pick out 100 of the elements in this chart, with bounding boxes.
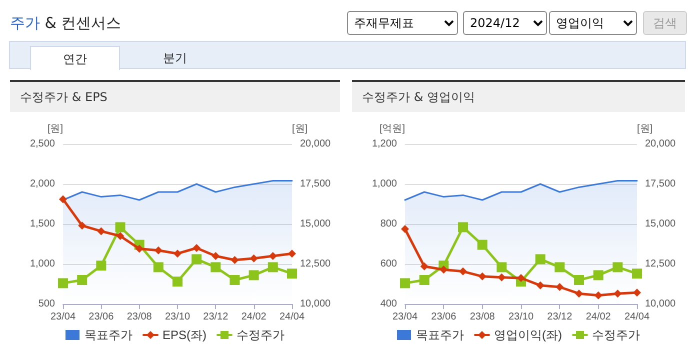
x-tick-label: 23/10 [164, 312, 190, 322]
y2-tick-label: 12,500 [300, 258, 332, 270]
x-tick-label: 23/08 [126, 312, 152, 322]
point [612, 262, 623, 272]
x-tick-label: 23/06 [431, 312, 457, 322]
y2-tick-label: 15,000 [645, 218, 676, 230]
point [498, 273, 506, 282]
point [496, 262, 507, 272]
point [97, 227, 106, 236]
point [268, 252, 277, 260]
y-tick-label: 1,000 [30, 258, 56, 270]
point [115, 222, 126, 232]
y2-axis-title: [원] [292, 124, 308, 134]
point [593, 270, 604, 280]
point [614, 290, 622, 298]
point [554, 262, 565, 272]
point [517, 274, 525, 282]
point [594, 291, 602, 300]
chart-title: 수정주가 & EPS [10, 80, 340, 112]
point [287, 268, 297, 279]
point [633, 288, 641, 297]
y2-axis-title: [원] [637, 124, 653, 134]
legend-label: 목표주가 [416, 328, 464, 342]
text: 영업이익 [549, 11, 637, 35]
y-tick-label: 1,200 [372, 138, 398, 150]
text: 2024/12 [463, 11, 547, 35]
y-tick-label: 600 [380, 258, 398, 270]
y-tick-label: 1,500 [30, 218, 56, 230]
point [210, 262, 221, 272]
point [458, 222, 468, 232]
x-tick-label: 23/10 [508, 312, 534, 322]
y-tick-label: 500 [38, 298, 56, 310]
point [59, 195, 67, 204]
y-tick-label: 400 [380, 298, 398, 310]
point [248, 270, 259, 280]
y2-tick-label: 17,500 [645, 178, 676, 190]
y2-tick-label: 17,500 [300, 178, 332, 190]
point [556, 283, 564, 291]
point [420, 262, 428, 270]
point [154, 246, 162, 254]
point [478, 272, 486, 280]
point [400, 278, 410, 288]
point [192, 254, 202, 264]
chart-title: 수정주가 & 영업이익 [352, 80, 685, 112]
point [192, 244, 201, 252]
text: 분기 [162, 50, 188, 67]
legend-label: 수정주가 [236, 328, 284, 342]
point [230, 256, 239, 264]
point [535, 254, 546, 264]
y-tick-label: 2,500 [30, 138, 56, 150]
text: 검색 [643, 11, 687, 35]
point [536, 281, 544, 290]
text: 주가 & 컨센서스 [10, 14, 122, 33]
point [268, 262, 278, 272]
y-tick-label: 2,000 [30, 178, 56, 190]
y-tick-label: 800 [380, 218, 398, 230]
y2-tick-label: 10,000 [300, 298, 332, 310]
point [212, 252, 220, 260]
x-tick-label: 24/02 [241, 312, 267, 322]
point [153, 262, 164, 272]
point [96, 260, 106, 271]
y-tick-label: 1,000 [372, 178, 398, 190]
point [174, 250, 182, 258]
y2-tick-label: 12,500 [645, 258, 676, 270]
legend-label: EPS(좌) [162, 328, 207, 342]
point [459, 267, 467, 276]
point [58, 278, 68, 288]
point [632, 268, 642, 279]
point [230, 275, 240, 285]
x-tick-label: 23/12 [547, 312, 573, 322]
y2-tick-label: 20,000 [300, 138, 332, 150]
point [135, 244, 144, 253]
point [250, 254, 258, 262]
x-tick-label: 24/04 [624, 312, 650, 322]
point [440, 266, 448, 274]
x-tick-label: 23/06 [88, 312, 114, 322]
x-tick-label: 24/04 [279, 312, 305, 322]
point [116, 232, 124, 240]
point [288, 250, 296, 258]
point [78, 222, 86, 230]
y2-tick-label: 10,000 [645, 298, 676, 310]
x-tick-label: 23/04 [392, 312, 418, 322]
point [172, 276, 182, 287]
legend-label: 수정주가 [592, 328, 640, 342]
x-tick-label: 23/04 [50, 312, 76, 322]
point [477, 240, 488, 250]
y-axis-title: [원] [47, 124, 64, 134]
x-tick-label: 23/12 [203, 312, 229, 322]
y2-tick-label: 20,000 [645, 138, 676, 150]
y2-tick-label: 15,000 [300, 218, 332, 230]
text: 연간 [30, 46, 120, 70]
x-tick-label: 24/02 [586, 312, 612, 322]
point [401, 225, 409, 233]
point [419, 275, 430, 285]
legend-label: 영업이익(좌) [494, 328, 562, 342]
point [575, 290, 583, 298]
x-tick-label: 23/08 [470, 312, 496, 322]
y-axis-title: [억원] [379, 124, 406, 134]
point [574, 275, 584, 285]
legend-label: 목표주가 [84, 328, 132, 342]
